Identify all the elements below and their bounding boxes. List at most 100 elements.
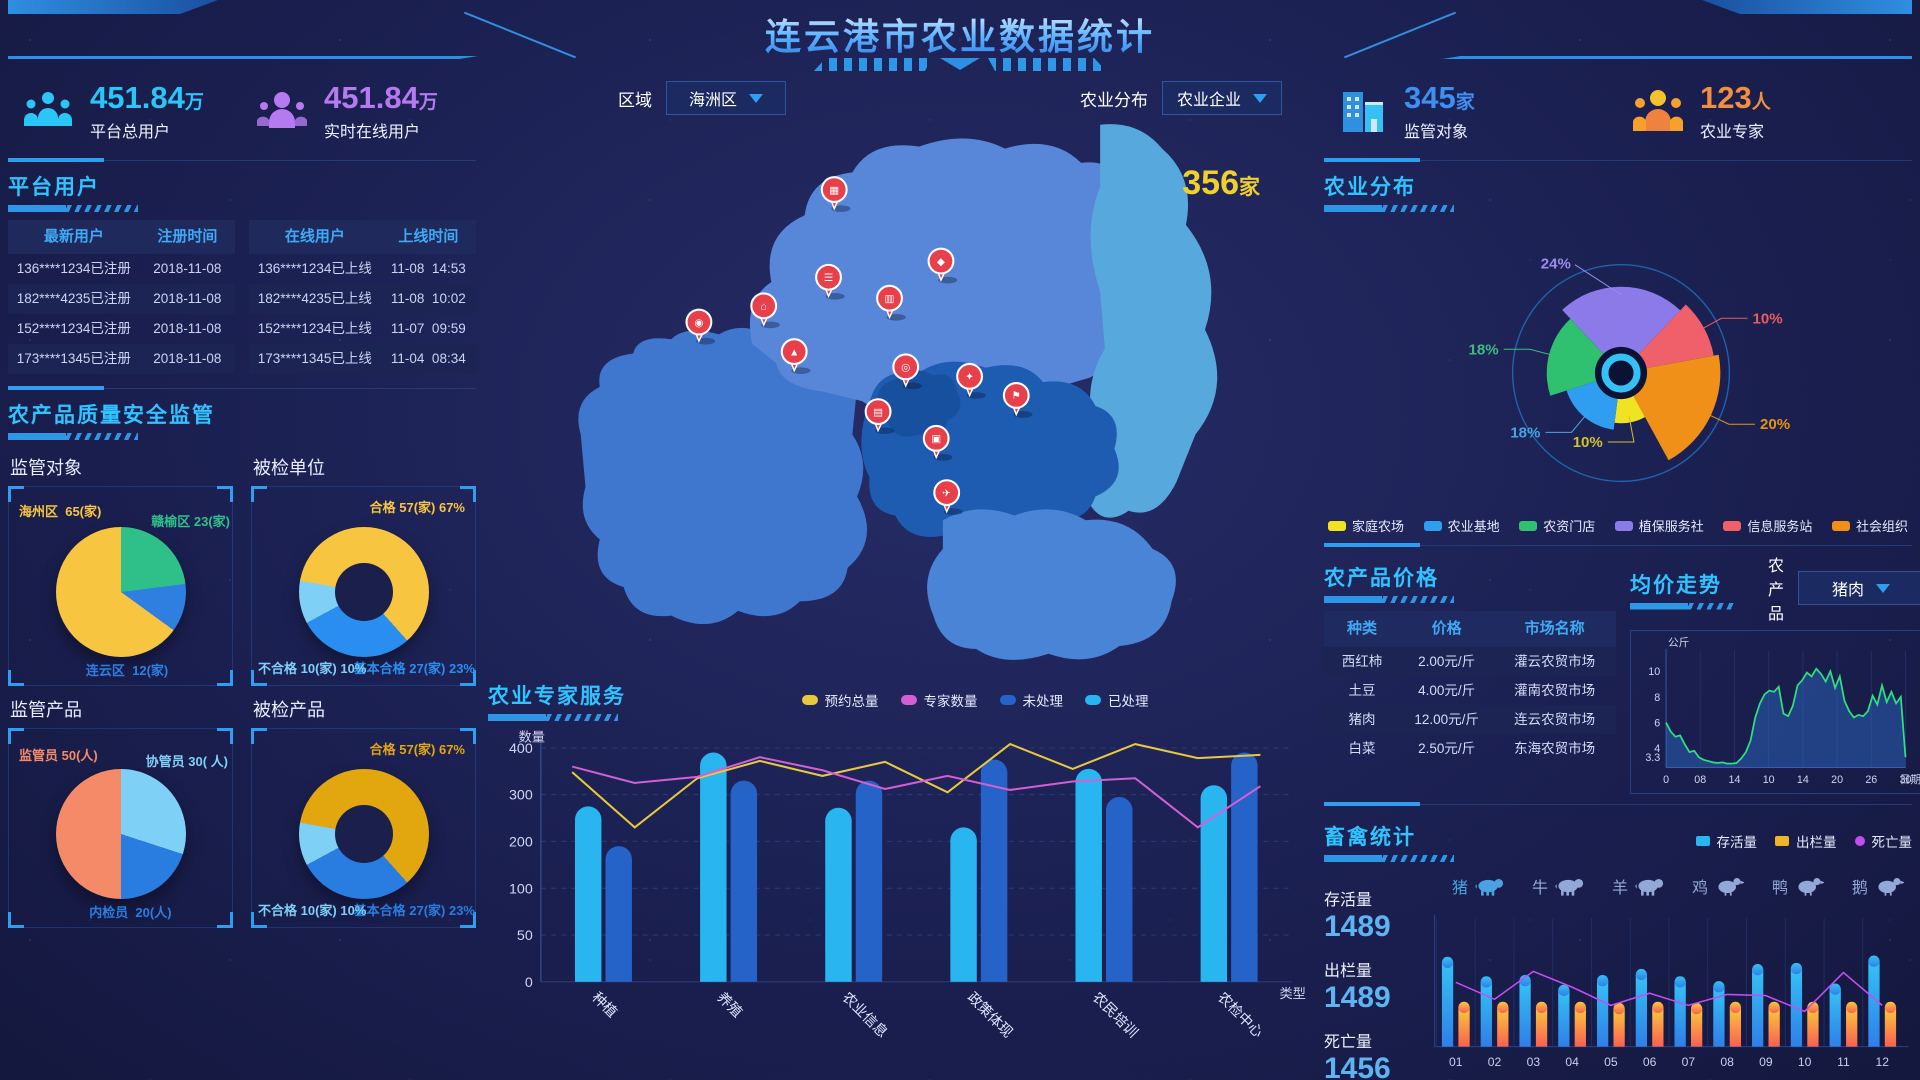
svg-text:01: 01 [1449, 1055, 1463, 1069]
map-pin-icon[interactable]: ▦ [820, 176, 851, 212]
poultry-icon [1794, 876, 1824, 896]
svg-text:✈: ✈ [942, 488, 951, 499]
donut-inspected-units[interactable] [298, 526, 429, 657]
map-pin-icon[interactable]: ✈ [933, 479, 963, 516]
livestock-stats: 存活量 1489 出栏量 1489 死亡量 1456 [1324, 872, 1420, 1080]
price-trend-chart[interactable]: 0 08 14 10 14 20 26 30 10 8 6 4 3.3 公斤 日期 [1630, 630, 1920, 794]
map-pin-icon[interactable]: ☰ [815, 263, 845, 300]
svg-text:03: 03 [1527, 1055, 1541, 1069]
livestock-chart[interactable]: 01 02 03 04 05 06 07 08 09 10 11 12 [1426, 898, 1912, 1080]
svg-text:30: 30 [1900, 774, 1912, 786]
legend-item[interactable]: 植保服务社 [1614, 516, 1704, 535]
distribution-select[interactable]: 农业企业 [1162, 81, 1282, 115]
table-row: 白菜 2.50元/斤 东海农贸市场 [1348, 741, 1596, 756]
register-table-header: 最新用户 注册时间 [8, 220, 235, 254]
table-row: 136****1234已上线 11-08 14:53 [257, 261, 466, 276]
svg-text:11: 11 [1837, 1055, 1850, 1069]
map-pin-icon[interactable]: ▤ [864, 398, 895, 435]
legend-item[interactable]: 预约总量 [801, 690, 879, 710]
chart-inspected-units: 被检单位 合格 57(家) 67% 基本合格 27(家) 23% 不合格 10(… [251, 448, 476, 686]
legend-item[interactable]: 未处理 [999, 690, 1063, 710]
distribution-rose-chart[interactable]: 24% 10% 20% 10% 18% 18% [1324, 220, 1912, 518]
distribution-legend: 家庭农场 农业基地 农资门店 植保服务社 信息服务站 社会组织 [1324, 516, 1912, 535]
animal-tab[interactable]: 猪 [1452, 874, 1504, 898]
legend-item[interactable]: 家庭农场 [1328, 516, 1404, 535]
pie-label: 连云区 12(家) [85, 663, 169, 678]
product-select-value: 猪肉 [1832, 582, 1865, 599]
svg-text:3.3: 3.3 [1645, 752, 1660, 764]
legend-item[interactable]: 出栏量 [1775, 831, 1837, 851]
animal-tab[interactable]: 牛 [1532, 874, 1584, 898]
legend-item[interactable]: 死亡量 [1854, 831, 1912, 851]
center-panel: 区域 海洲区 农业分布 农业企业 356家 [488, 70, 1312, 1074]
map-pin-icon[interactable]: ⌂ [750, 292, 780, 329]
animal-tab[interactable]: 鹅 [1852, 874, 1904, 898]
pie-label: 合格 57(家) 67% [369, 500, 465, 515]
svg-text:农检中心: 农检中心 [1214, 989, 1266, 1041]
legend-item[interactable]: 专家数量 [900, 690, 978, 710]
map-pin-icon[interactable]: ▲ [780, 338, 811, 374]
pie-supervised-objects[interactable] [55, 526, 186, 657]
table-row: 西红柿 2.00元/斤 灌云农贸市场 [1324, 647, 1616, 676]
map-pin-icon[interactable]: ◉ [685, 308, 716, 345]
region-select[interactable]: 海洲区 [666, 81, 786, 115]
animal-tab[interactable]: 鸭 [1772, 874, 1824, 898]
svg-text:04: 04 [1565, 1055, 1579, 1069]
map-pin-icon[interactable]: ◆ [927, 247, 958, 284]
legend-swatch [1831, 520, 1850, 531]
pie-label: 监管员 50(人) [19, 748, 98, 763]
chevron-down-icon [1253, 93, 1267, 103]
region-map[interactable]: ▦ ◆ ☰ ▥ ⌂ ◉ ▲ ◎ ✦ ⚑ ▤ ▣ ✈ [488, 120, 1312, 668]
donut-inspected-products[interactable] [298, 768, 429, 899]
header: 连云港市农业数据统计 [8, 0, 1912, 71]
stat-online-users: 451.84万 实时在线用户 [242, 81, 476, 142]
map-pin-icon[interactable]: ▥ [876, 284, 906, 321]
experts-value: 123人 [1700, 80, 1771, 116]
legend-swatch [1328, 520, 1346, 531]
legend-swatch [1614, 520, 1633, 531]
legend-swatch [1695, 835, 1710, 846]
map-svg: ▦ ◆ ☰ ▥ ⌂ ◉ ▲ ◎ ✦ ⚑ ▤ ▣ ✈ [578, 124, 1218, 660]
svg-text:14: 14 [1729, 774, 1741, 786]
price-table-header: 种类 价格 市场名称 [1324, 611, 1616, 647]
svg-text:▣: ▣ [931, 434, 941, 445]
legend-item[interactable]: 农业基地 [1423, 516, 1500, 535]
page-title: 连云港市农业数据统计 [765, 8, 1155, 60]
animal-name: 羊 [1611, 880, 1628, 897]
svg-text:数量: 数量 [519, 730, 545, 745]
section-title-trend: 均价走势 [1630, 573, 1722, 597]
pie-label: 内检员 20(人) [89, 905, 172, 920]
left-panel: 451.84万 平台总用户 451.84万 实时在线用户 [8, 70, 476, 1074]
table-row: 173****1345已上线 11-04 08:34 [249, 344, 476, 374]
legend-item[interactable]: 已处理 [1085, 690, 1149, 710]
map-pin-icon[interactable]: ◎ [892, 353, 922, 390]
legend-item[interactable]: 农资门店 [1519, 516, 1595, 535]
animal-name: 鸭 [1771, 880, 1788, 897]
map-pin-icon[interactable]: ⚑ [1002, 381, 1033, 418]
legend-item[interactable]: 社会组织 [1831, 516, 1908, 535]
animal-tab[interactable]: 鸡 [1692, 874, 1744, 898]
chevron-down-icon [749, 93, 763, 103]
svg-text:6: 6 [1654, 717, 1660, 729]
map-pin-icon[interactable]: ▣ [922, 424, 953, 461]
divider [1324, 802, 1912, 806]
title-decoration [1630, 602, 1740, 610]
svg-text:10: 10 [1648, 666, 1660, 678]
svg-text:20%: 20% [1760, 416, 1790, 433]
svg-text:⚑: ⚑ [1012, 391, 1021, 402]
price-block: 农产品价格 种类 价格 市场名称 西红柿 2.00元/斤 灌云农贸市场 土豆 4.00元/… [1324, 552, 1616, 794]
product-select[interactable]: 猪肉 [1798, 571, 1920, 605]
supervised-value: 345家 [1404, 80, 1475, 116]
svg-text:10: 10 [1763, 774, 1775, 786]
svg-text:08: 08 [1694, 774, 1706, 786]
animal-name: 鸡 [1691, 880, 1708, 897]
pie-supervised-products[interactable] [55, 768, 186, 899]
map-pin-icon[interactable]: ✦ [956, 362, 986, 399]
legend-item[interactable]: 存活量 [1695, 831, 1757, 851]
svg-text:养殖: 养殖 [714, 989, 746, 1021]
legend-item[interactable]: 信息服务站 [1723, 516, 1812, 535]
animal-tab[interactable]: 羊 [1612, 874, 1664, 898]
survive-value: 1489 [1324, 910, 1391, 943]
online-users-label: 实时在线用户 [324, 123, 421, 141]
